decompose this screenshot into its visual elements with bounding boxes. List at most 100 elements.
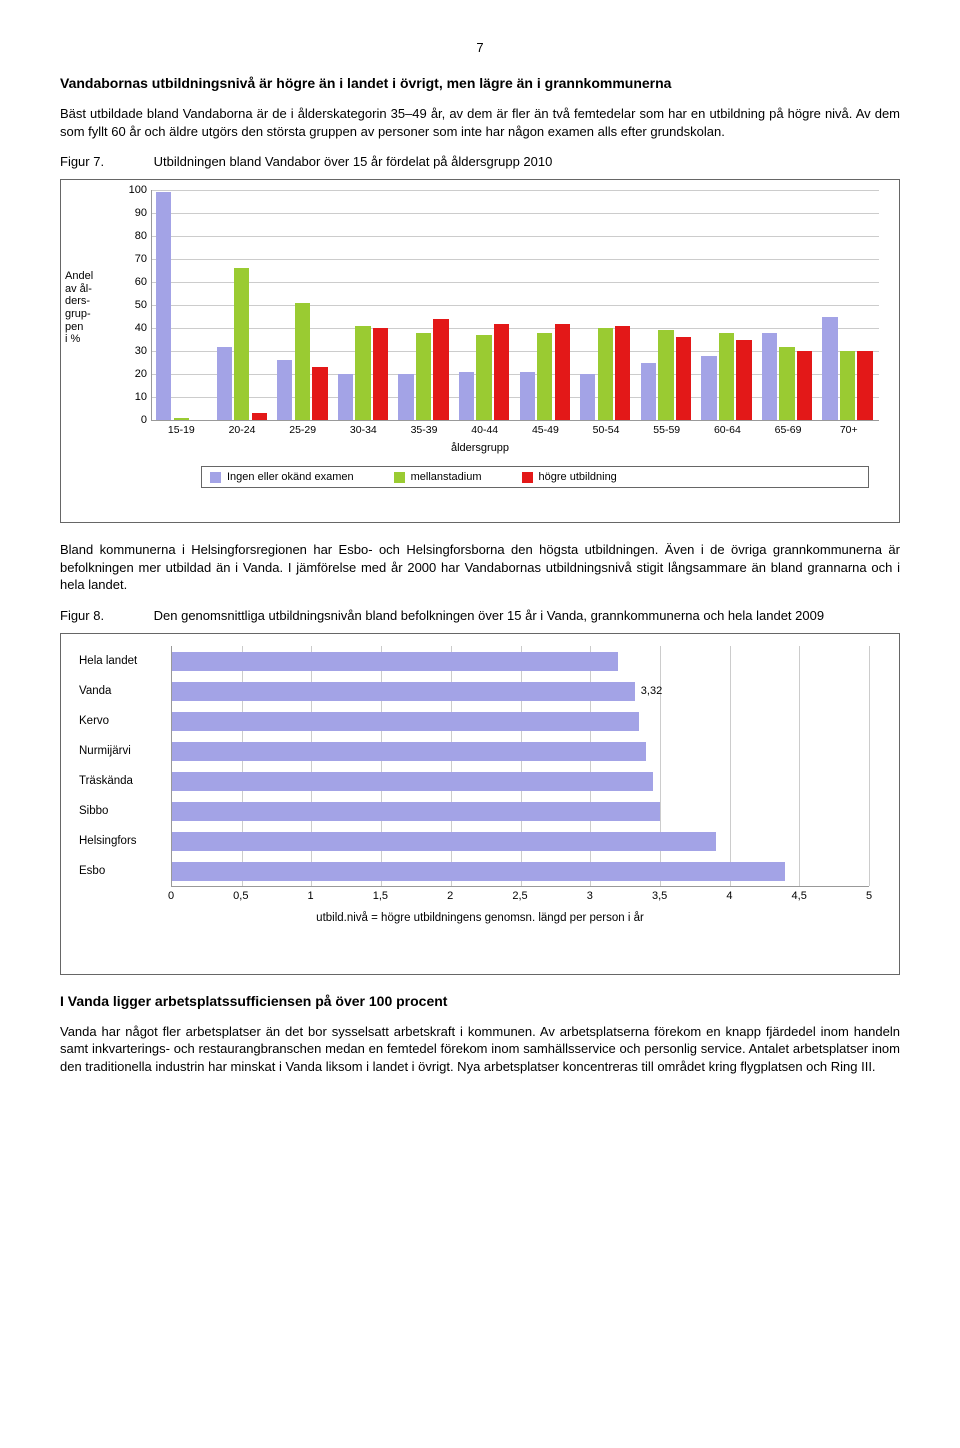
figure7-label: Figur 7. xyxy=(60,154,150,169)
chart1-ytick: 80 xyxy=(121,230,147,242)
chart2-ylabel: Kervo xyxy=(79,715,165,727)
chart1-bar-hogre xyxy=(736,340,751,421)
legend-label: mellanstadium xyxy=(411,471,482,483)
chart1-bar-mellan xyxy=(295,303,310,420)
heading-2: I Vanda ligger arbetsplatssufficiensen p… xyxy=(60,993,900,1009)
chart1-bar-mellan xyxy=(537,333,552,420)
figure8-caption: Figur 8. Den genomsnittliga utbildningsn… xyxy=(60,608,900,623)
chart2-xtick: 0,5 xyxy=(233,890,248,902)
chart1-bar-mellan xyxy=(476,335,491,420)
chart1-bar-hogre xyxy=(433,319,448,420)
chart1-bar-mellan xyxy=(174,418,189,420)
chart1-xtitle: åldersgrupp xyxy=(61,442,899,454)
chart1-bar-hogre xyxy=(797,351,812,420)
chart1-bar-ingen xyxy=(459,372,474,420)
chart1-bar-hogre xyxy=(555,324,570,421)
chart1-ytick: 0 xyxy=(121,414,147,426)
chart2-bar xyxy=(172,772,653,792)
chart1-bar-ingen xyxy=(277,360,292,420)
chart1-category-label: 20-24 xyxy=(212,424,273,436)
chart2: 3,32 utbild.nivå = högre utbildningens g… xyxy=(60,633,900,975)
chart1-legend-item: mellanstadium xyxy=(394,471,482,483)
chart1-bar-mellan xyxy=(598,328,613,420)
chart1-group xyxy=(337,190,392,420)
chart2-xtick: 5 xyxy=(866,890,872,902)
chart2-xtick: 1 xyxy=(308,890,314,902)
chart2-xtick: 4 xyxy=(726,890,732,902)
chart2-bar xyxy=(172,742,646,762)
chart2-bar xyxy=(172,712,639,732)
chart1-group xyxy=(518,190,573,420)
chart1-ytick: 60 xyxy=(121,276,147,288)
chart1-ytick: 70 xyxy=(121,253,147,265)
figure7-text: Utbildningen bland Vandabor över 15 år f… xyxy=(154,154,553,169)
chart2-value-label: 3,32 xyxy=(641,685,662,697)
chart2-bar xyxy=(172,832,716,852)
chart1-bar-ingen xyxy=(338,374,353,420)
paragraph-2: Bland kommunerna i Helsingforsregionen h… xyxy=(60,541,900,594)
chart2-ylabel: Hela landet xyxy=(79,655,165,667)
chart1-ytick: 90 xyxy=(121,207,147,219)
legend-swatch xyxy=(210,472,221,483)
figure8-label: Figur 8. xyxy=(60,608,150,623)
chart2-gridline xyxy=(730,646,731,886)
chart2-xtick: 3 xyxy=(587,890,593,902)
chart1-category-axis: 15-1920-2425-2930-3435-3940-4445-4950-54… xyxy=(151,424,879,436)
chart1-ytick: 100 xyxy=(121,184,147,196)
chart1-bar-mellan xyxy=(416,333,431,420)
chart1-bar-mellan xyxy=(658,330,673,420)
chart2-xaxis: 00,511,522,533,544,55 xyxy=(171,890,869,904)
chart1-category-label: 55-59 xyxy=(636,424,697,436)
chart1-bar-ingen xyxy=(762,333,777,420)
chart1-group xyxy=(821,190,876,420)
chart1-category-label: 35-39 xyxy=(394,424,455,436)
chart2-ylabel: Helsingfors xyxy=(79,835,165,847)
chart1-bar-hogre xyxy=(494,324,509,421)
chart2-ylabel: Träskända xyxy=(79,775,165,787)
chart1-category-label: 45-49 xyxy=(515,424,576,436)
chart1-bar-ingen xyxy=(217,347,232,421)
chart2-xtitle: utbild.nivå = högre utbildningens genoms… xyxy=(61,912,899,924)
chart2-xtick: 1,5 xyxy=(373,890,388,902)
chart1: Andelav ål-ders-grup-peni % åldersgrupp … xyxy=(60,179,900,523)
chart1-bar-hogre xyxy=(857,351,872,420)
legend-label: Ingen eller okänd examen xyxy=(227,471,354,483)
figure7-caption: Figur 7. Utbildningen bland Vandabor öve… xyxy=(60,154,900,169)
heading-1: Vandabornas utbildningsnivå är högre än … xyxy=(60,75,900,91)
chart1-bar-mellan xyxy=(234,268,249,420)
chart1-ytick: 20 xyxy=(121,368,147,380)
chart1-legend-item: högre utbildning xyxy=(522,471,617,483)
chart1-bar-mellan xyxy=(779,347,794,421)
chart1-category-label: 40-44 xyxy=(454,424,515,436)
legend-label: högre utbildning xyxy=(539,471,617,483)
legend-swatch xyxy=(522,472,533,483)
chart2-ylabel: Esbo xyxy=(79,865,165,877)
chart1-group xyxy=(579,190,634,420)
chart1-category-label: 15-19 xyxy=(151,424,212,436)
chart1-bar-mellan xyxy=(355,326,370,420)
chart1-group xyxy=(458,190,513,420)
chart1-bar-ingen xyxy=(520,372,535,420)
chart1-group xyxy=(640,190,695,420)
chart1-bar-ingen xyxy=(156,192,171,420)
chart1-group xyxy=(700,190,755,420)
chart1-bar-ingen xyxy=(398,374,413,420)
chart1-category-label: 65-69 xyxy=(758,424,819,436)
chart2-xtick: 0 xyxy=(168,890,174,902)
chart1-bar-mellan xyxy=(719,333,734,420)
chart2-gridline xyxy=(799,646,800,886)
chart1-bar-hogre xyxy=(312,367,327,420)
chart2-xtick: 2 xyxy=(447,890,453,902)
chart2-ylabel: Nurmijärvi xyxy=(79,745,165,757)
chart1-group xyxy=(215,190,270,420)
paragraph-1: Bäst utbildade bland Vandaborna är de i … xyxy=(60,105,900,140)
chart1-category-label: 60-64 xyxy=(697,424,758,436)
chart2-ylabel: Vanda xyxy=(79,685,165,697)
chart1-group xyxy=(397,190,452,420)
chart1-ytick: 30 xyxy=(121,345,147,357)
page-number: 7 xyxy=(60,40,900,55)
chart1-bar-hogre xyxy=(373,328,388,420)
chart1-ytick: 10 xyxy=(121,391,147,403)
chart1-category-label: 25-29 xyxy=(272,424,333,436)
chart1-legend: Ingen eller okänd examen mellanstadium hög… xyxy=(201,466,869,488)
